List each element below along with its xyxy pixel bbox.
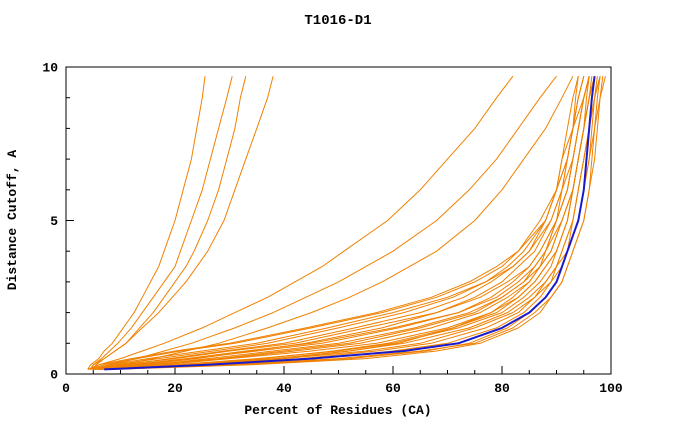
x-tick-label: 40 xyxy=(276,381,292,396)
x-tick-label: 80 xyxy=(494,381,510,396)
chart-title: T1016-D1 xyxy=(304,13,371,29)
model-curve xyxy=(93,76,579,370)
model-curve xyxy=(112,76,604,370)
y-tick-label: 10 xyxy=(42,61,58,76)
model-curve xyxy=(93,76,596,370)
x-tick-label: 0 xyxy=(62,381,70,396)
model-curve xyxy=(98,76,590,370)
model-curve xyxy=(98,76,596,370)
reference-curve xyxy=(104,76,596,371)
x-axis-label: Percent of Residues (CA) xyxy=(244,403,431,418)
model-curve xyxy=(93,76,590,370)
model-curve xyxy=(93,75,574,370)
model-curve xyxy=(93,76,590,370)
model-curve xyxy=(90,76,247,370)
y-axis-label: Distance Cutoff, A xyxy=(5,150,20,291)
model-curve xyxy=(106,76,601,370)
y-tick-label: 0 xyxy=(50,368,58,383)
model-curve xyxy=(109,76,606,370)
model-curve xyxy=(87,75,514,370)
y-tick-label: 5 xyxy=(50,214,58,229)
model-curve xyxy=(98,76,596,370)
model-curves-group xyxy=(87,75,606,371)
plot-frame: 0 20 40 60 80 100 0 5 10 xyxy=(42,61,623,397)
model-curve xyxy=(90,75,557,370)
model-curve xyxy=(104,76,601,370)
model-curve xyxy=(109,76,601,370)
model-curve xyxy=(90,76,233,370)
model-curve xyxy=(87,76,206,370)
model-curve xyxy=(95,76,596,370)
x-tick-label: 20 xyxy=(167,381,183,396)
model-curve xyxy=(93,76,590,370)
x-tick-label: 100 xyxy=(599,381,623,396)
model-curve xyxy=(90,76,590,370)
x-tick-label: 60 xyxy=(385,381,401,396)
model-curve xyxy=(92,76,274,370)
model-curve xyxy=(104,76,598,370)
model-curve xyxy=(98,76,593,370)
model-curve xyxy=(87,76,585,370)
